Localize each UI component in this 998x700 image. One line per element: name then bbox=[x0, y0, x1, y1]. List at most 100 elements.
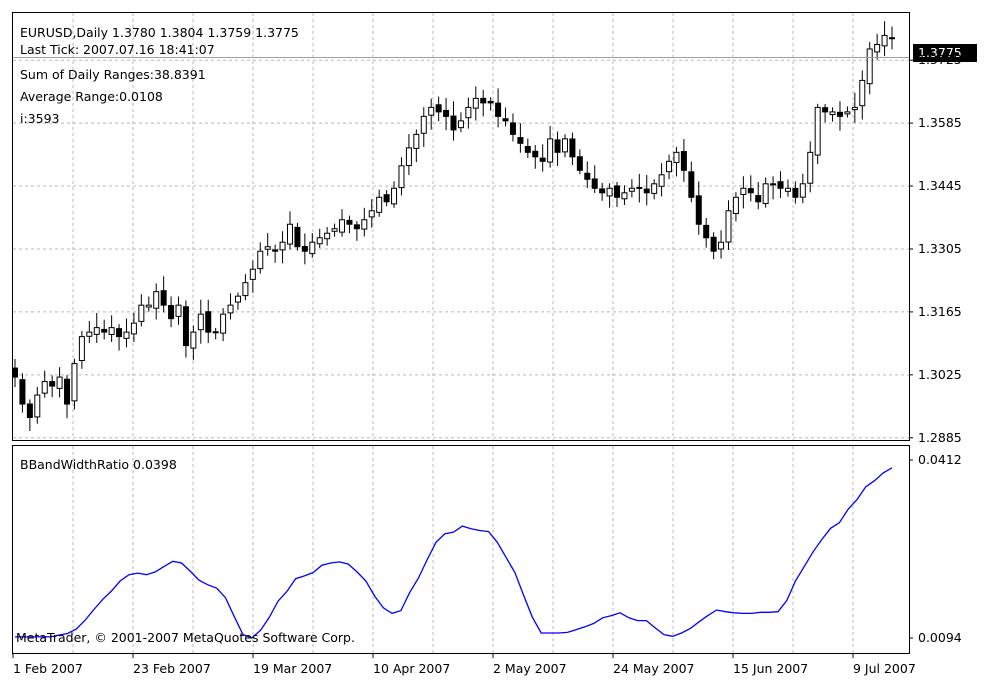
candle-body-up bbox=[78, 336, 85, 362]
candle bbox=[368, 199, 375, 228]
candle bbox=[264, 233, 271, 256]
indicator-value-label: BBandWidthRatio 0.0398 bbox=[20, 457, 177, 472]
candle-body-up bbox=[93, 327, 100, 335]
candle-body-down bbox=[487, 100, 494, 104]
candle bbox=[361, 207, 368, 237]
candle bbox=[770, 176, 777, 200]
candle bbox=[651, 179, 658, 200]
candle-body-down bbox=[569, 138, 576, 158]
candle bbox=[353, 221, 360, 241]
candle-body-down bbox=[19, 379, 26, 405]
candle bbox=[398, 157, 405, 196]
candle-body-down bbox=[554, 139, 561, 153]
candle bbox=[539, 144, 546, 172]
candle-body-up bbox=[41, 381, 48, 394]
candle-body-up bbox=[881, 34, 888, 47]
candle bbox=[517, 123, 524, 153]
candle bbox=[405, 134, 412, 176]
candle-body-up bbox=[405, 147, 412, 167]
candle bbox=[175, 296, 182, 325]
candle-body-up bbox=[606, 187, 613, 197]
candle bbox=[220, 308, 227, 342]
candle-body-up bbox=[286, 223, 293, 245]
candle bbox=[49, 375, 56, 398]
candle bbox=[101, 319, 108, 340]
candle-body-down bbox=[435, 104, 442, 113]
candle-body-up bbox=[651, 183, 658, 194]
candle bbox=[799, 173, 806, 204]
candle-body-up bbox=[673, 151, 680, 164]
y-tick-label: 1.3165 bbox=[918, 303, 962, 319]
candle bbox=[718, 230, 725, 259]
candle bbox=[889, 26, 895, 50]
candle bbox=[755, 182, 762, 210]
candle bbox=[108, 315, 115, 343]
candle-body-up bbox=[413, 133, 420, 149]
candle bbox=[64, 375, 71, 419]
candle-body-up bbox=[86, 331, 93, 337]
y-tick-label: 1.3025 bbox=[918, 366, 962, 382]
candle bbox=[621, 185, 628, 205]
main-panel-frame bbox=[12, 12, 910, 441]
x-tick-label: 19 Mar 2007 bbox=[253, 661, 333, 676]
candle-body-up bbox=[547, 138, 554, 163]
candle bbox=[279, 231, 286, 264]
candle-body-up bbox=[621, 192, 628, 200]
candle bbox=[435, 96, 442, 122]
candle-body-down bbox=[643, 188, 650, 194]
candle-body-down bbox=[301, 245, 308, 252]
candle bbox=[643, 174, 650, 206]
candle bbox=[509, 113, 516, 142]
candle-body-up bbox=[138, 304, 145, 322]
candle bbox=[420, 107, 427, 148]
candle-body-down bbox=[182, 306, 189, 347]
candle bbox=[822, 104, 829, 123]
candle bbox=[814, 103, 821, 165]
candle-body-up bbox=[732, 196, 739, 215]
candle bbox=[443, 98, 450, 131]
candle-body-up bbox=[391, 187, 398, 205]
candle-body-down bbox=[836, 111, 843, 117]
candle bbox=[606, 183, 613, 208]
candle-body-down bbox=[383, 194, 390, 203]
candle-body-down bbox=[160, 290, 167, 306]
candle-body-up bbox=[628, 187, 635, 192]
candle bbox=[554, 131, 561, 166]
candle-body-up bbox=[368, 210, 375, 218]
candle-body-up bbox=[56, 376, 63, 389]
candle-body-up bbox=[190, 331, 197, 349]
candle bbox=[123, 318, 130, 348]
candle bbox=[576, 149, 583, 175]
candlestick-series bbox=[12, 21, 895, 431]
candle-body-down bbox=[517, 137, 524, 144]
candle-body-down bbox=[755, 195, 762, 203]
candle bbox=[19, 373, 26, 413]
candle-body-up bbox=[851, 106, 858, 111]
candle bbox=[301, 233, 308, 265]
candle-body-down bbox=[703, 224, 710, 239]
candle-body-down bbox=[49, 381, 56, 387]
candle-body-up bbox=[874, 43, 881, 53]
candle bbox=[591, 165, 598, 194]
candle-body-down bbox=[636, 186, 643, 189]
candle bbox=[249, 260, 256, 293]
candle-body-up bbox=[249, 268, 256, 280]
candle bbox=[524, 138, 531, 158]
candle-body-up bbox=[279, 241, 286, 251]
candle bbox=[762, 177, 769, 208]
candle-body-down bbox=[614, 185, 621, 198]
candle-body-up bbox=[770, 183, 777, 186]
candle bbox=[316, 228, 323, 249]
candle bbox=[725, 200, 732, 250]
candle bbox=[710, 232, 717, 260]
candle bbox=[881, 21, 888, 57]
x-tick-label: 15 Jun 2007 bbox=[733, 661, 809, 676]
y-tick-label: 1.3585 bbox=[918, 115, 962, 131]
candle bbox=[673, 146, 680, 177]
candle-body-up bbox=[197, 313, 204, 331]
candle-body-up bbox=[807, 151, 814, 184]
candle-body-down bbox=[532, 150, 539, 158]
candle-body-up bbox=[718, 241, 725, 250]
candle bbox=[26, 399, 33, 431]
